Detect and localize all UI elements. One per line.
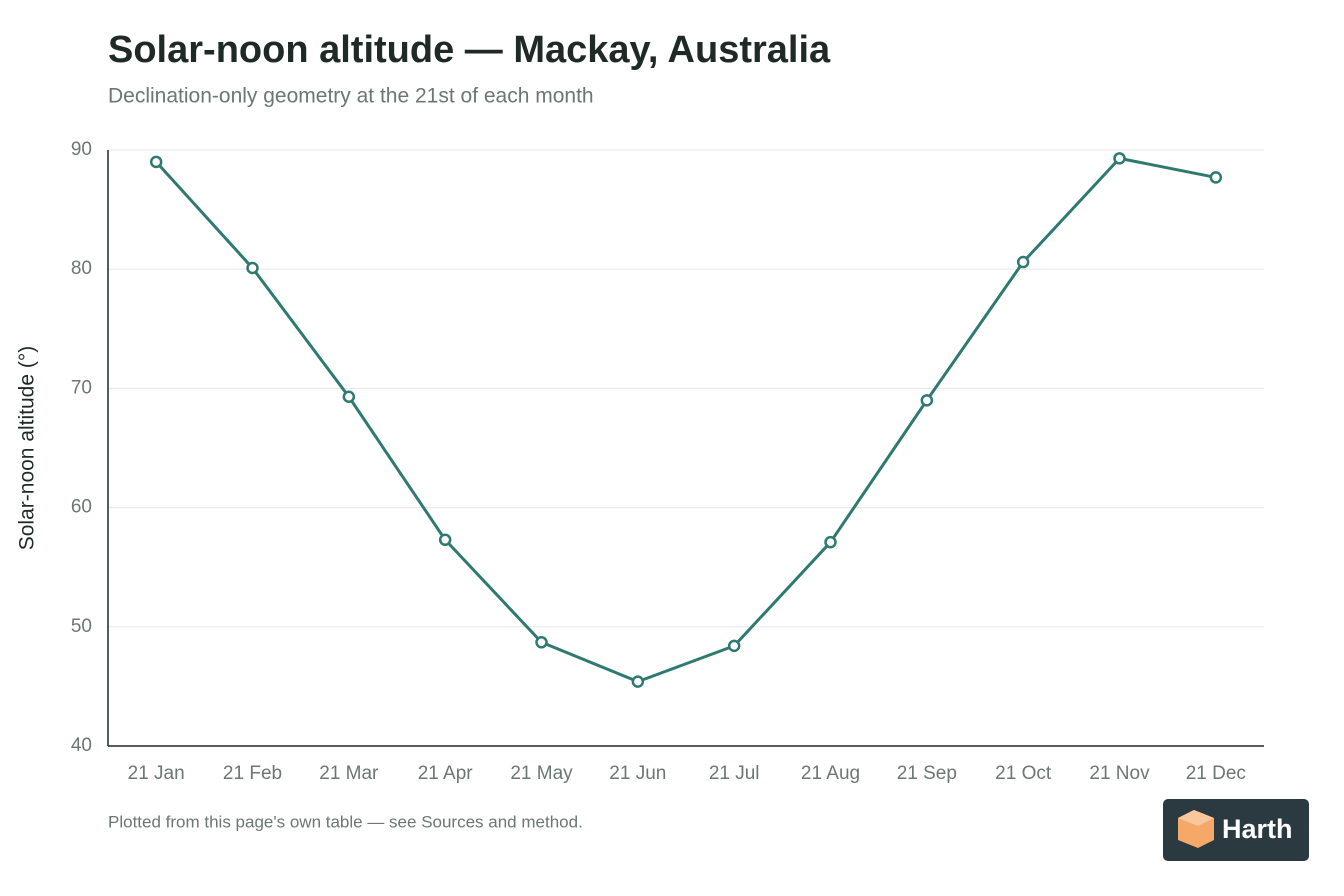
x-tick-label: 21 May: [510, 763, 573, 784]
y-tick-label: 90: [71, 139, 92, 160]
data-point: [1016, 255, 1030, 269]
data-point: [438, 533, 452, 547]
data-line: [155, 156, 1217, 684]
y-tick-label: 80: [71, 258, 92, 279]
x-tick-label: 21 Nov: [1089, 763, 1150, 784]
x-tick-label: 21 Jan: [128, 763, 185, 784]
brand-logo: Harth: [1163, 799, 1309, 861]
y-tick-label: 60: [71, 497, 92, 518]
x-tick-label: 21 Sep: [897, 763, 957, 784]
chart-title: Solar-noon altitude — Mackay, Australia: [108, 29, 831, 71]
x-tick-label: 21 Jul: [709, 763, 760, 784]
data-point: [1209, 171, 1223, 184]
x-tick-label: 21 Feb: [223, 763, 282, 784]
data-point: [920, 394, 934, 407]
x-tick-label: 21 Jun: [609, 763, 666, 784]
data-point: [149, 155, 163, 169]
x-tick-label: 21 Mar: [319, 763, 379, 784]
y-tick-label: 70: [71, 377, 92, 398]
data-point: [342, 390, 356, 403]
x-tick-label: 21 Dec: [1186, 763, 1246, 784]
footnote: Plotted from this page's own table — see…: [108, 812, 583, 831]
x-tick-label: 21 Aug: [801, 763, 860, 784]
y-tick-label: 40: [71, 735, 92, 756]
data-point: [246, 261, 259, 275]
logo-cube-top: [1178, 810, 1214, 826]
x-tick-label: 21 Oct: [995, 763, 1052, 784]
logo-text: Harth: [1222, 814, 1293, 844]
chart-subtitle: Declination-only geometry at the 21st of…: [108, 85, 594, 108]
y-tick-label: 50: [71, 616, 92, 637]
data-point: [824, 535, 837, 549]
data-point: [1113, 152, 1126, 165]
x-tick-label: 21 Apr: [418, 763, 474, 784]
data-point: [727, 639, 741, 653]
data-point: [631, 675, 645, 688]
y-axis-label: Solar-noon altitude (°): [16, 346, 39, 551]
data-point: [535, 636, 548, 649]
